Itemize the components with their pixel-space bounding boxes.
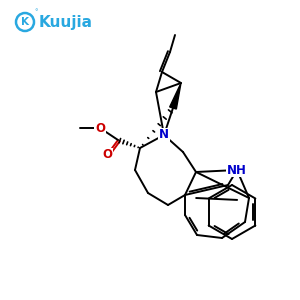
Text: O: O	[95, 122, 105, 134]
Text: N: N	[159, 128, 169, 142]
Text: °: °	[34, 9, 38, 15]
Text: K: K	[21, 17, 29, 27]
Text: NH: NH	[227, 164, 247, 176]
Text: O: O	[102, 148, 112, 161]
Polygon shape	[170, 83, 181, 109]
Text: Kuujia: Kuujia	[39, 14, 93, 29]
